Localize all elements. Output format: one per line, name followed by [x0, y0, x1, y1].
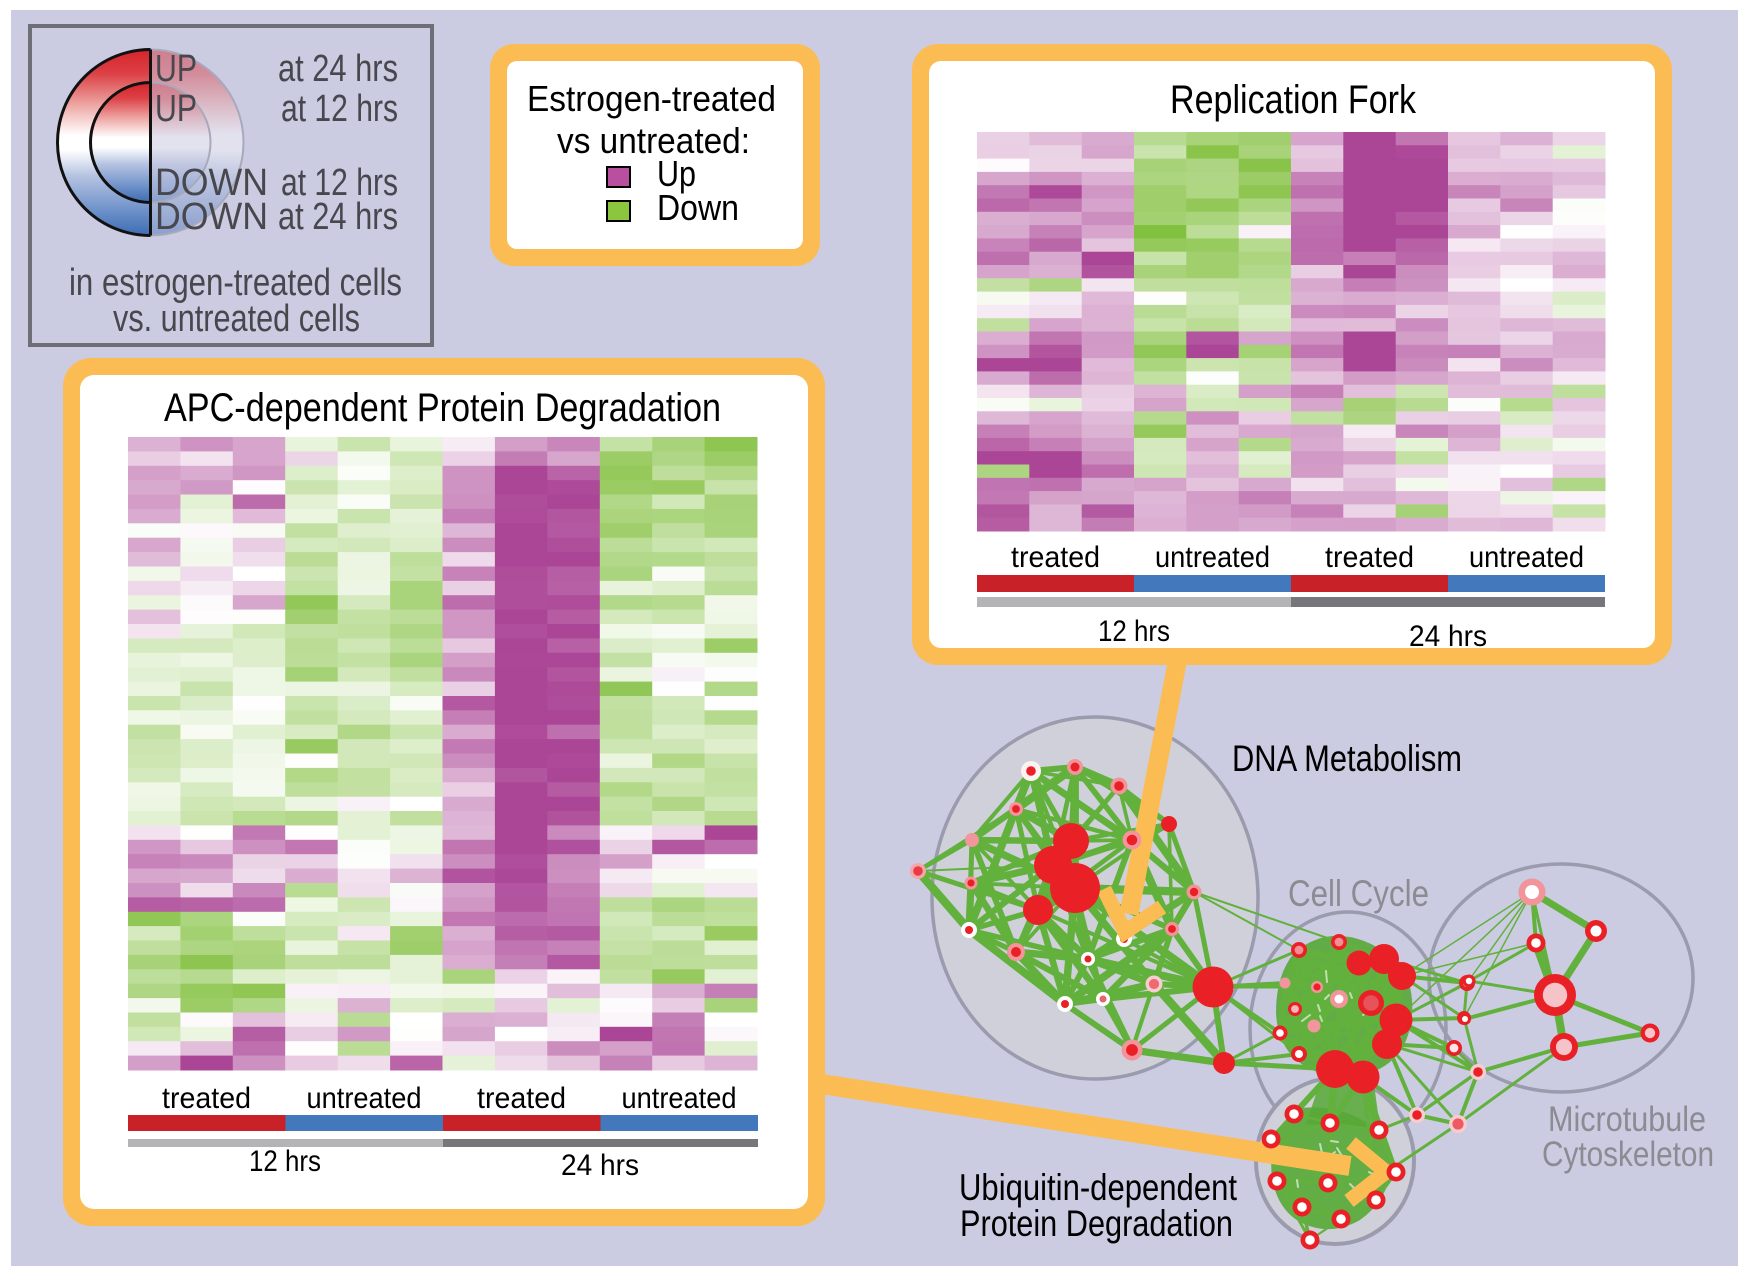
svg-text:24 hrs: 24 hrs: [1409, 620, 1487, 653]
svg-text:untreated: untreated: [1469, 541, 1584, 574]
svg-text:Replication Fork: Replication Fork: [1170, 78, 1417, 122]
svg-text:Cell Cycle: Cell Cycle: [1288, 873, 1429, 914]
svg-text:Cytoskeleton: Cytoskeleton: [1542, 1135, 1714, 1174]
svg-text:UP: UP: [155, 48, 197, 90]
svg-text:vs untreated:: vs untreated:: [557, 120, 750, 161]
svg-text:in estrogen-treated cells: in estrogen-treated cells: [69, 262, 402, 304]
svg-text:treated: treated: [477, 1082, 566, 1115]
svg-text:Protein Degradation: Protein Degradation: [960, 1203, 1233, 1244]
svg-text:at 24 hrs: at 24 hrs: [278, 196, 398, 238]
svg-text:Down: Down: [657, 187, 739, 228]
svg-text:24 hrs: 24 hrs: [561, 1149, 639, 1182]
svg-text:treated: treated: [1011, 541, 1100, 574]
svg-text:vs. untreated cells: vs. untreated cells: [113, 298, 360, 340]
svg-text:12 hrs: 12 hrs: [1098, 615, 1170, 648]
svg-text:Up: Up: [657, 153, 696, 194]
svg-text:treated: treated: [1325, 541, 1414, 574]
svg-text:Estrogen-treated: Estrogen-treated: [527, 78, 776, 119]
svg-text:APC-dependent Protein Degradat: APC-dependent Protein Degradation: [164, 386, 721, 430]
svg-text:at 12 hrs: at 12 hrs: [281, 88, 398, 130]
svg-text:Ubiquitin-dependent: Ubiquitin-dependent: [959, 1167, 1238, 1208]
svg-text:Microtubule: Microtubule: [1548, 1100, 1706, 1139]
svg-text:untreated: untreated: [307, 1082, 422, 1115]
svg-text:DNA Metabolism: DNA Metabolism: [1232, 738, 1462, 779]
svg-text:DOWN: DOWN: [155, 196, 268, 238]
svg-text:at 24 hrs: at 24 hrs: [278, 48, 398, 90]
svg-text:untreated: untreated: [1155, 541, 1270, 574]
svg-text:12 hrs: 12 hrs: [249, 1145, 321, 1178]
svg-text:untreated: untreated: [622, 1082, 737, 1115]
svg-text:DOWN: DOWN: [155, 162, 268, 204]
svg-text:at 12 hrs: at 12 hrs: [281, 162, 398, 204]
svg-text:UP: UP: [155, 88, 197, 130]
svg-text:treated: treated: [162, 1082, 251, 1115]
